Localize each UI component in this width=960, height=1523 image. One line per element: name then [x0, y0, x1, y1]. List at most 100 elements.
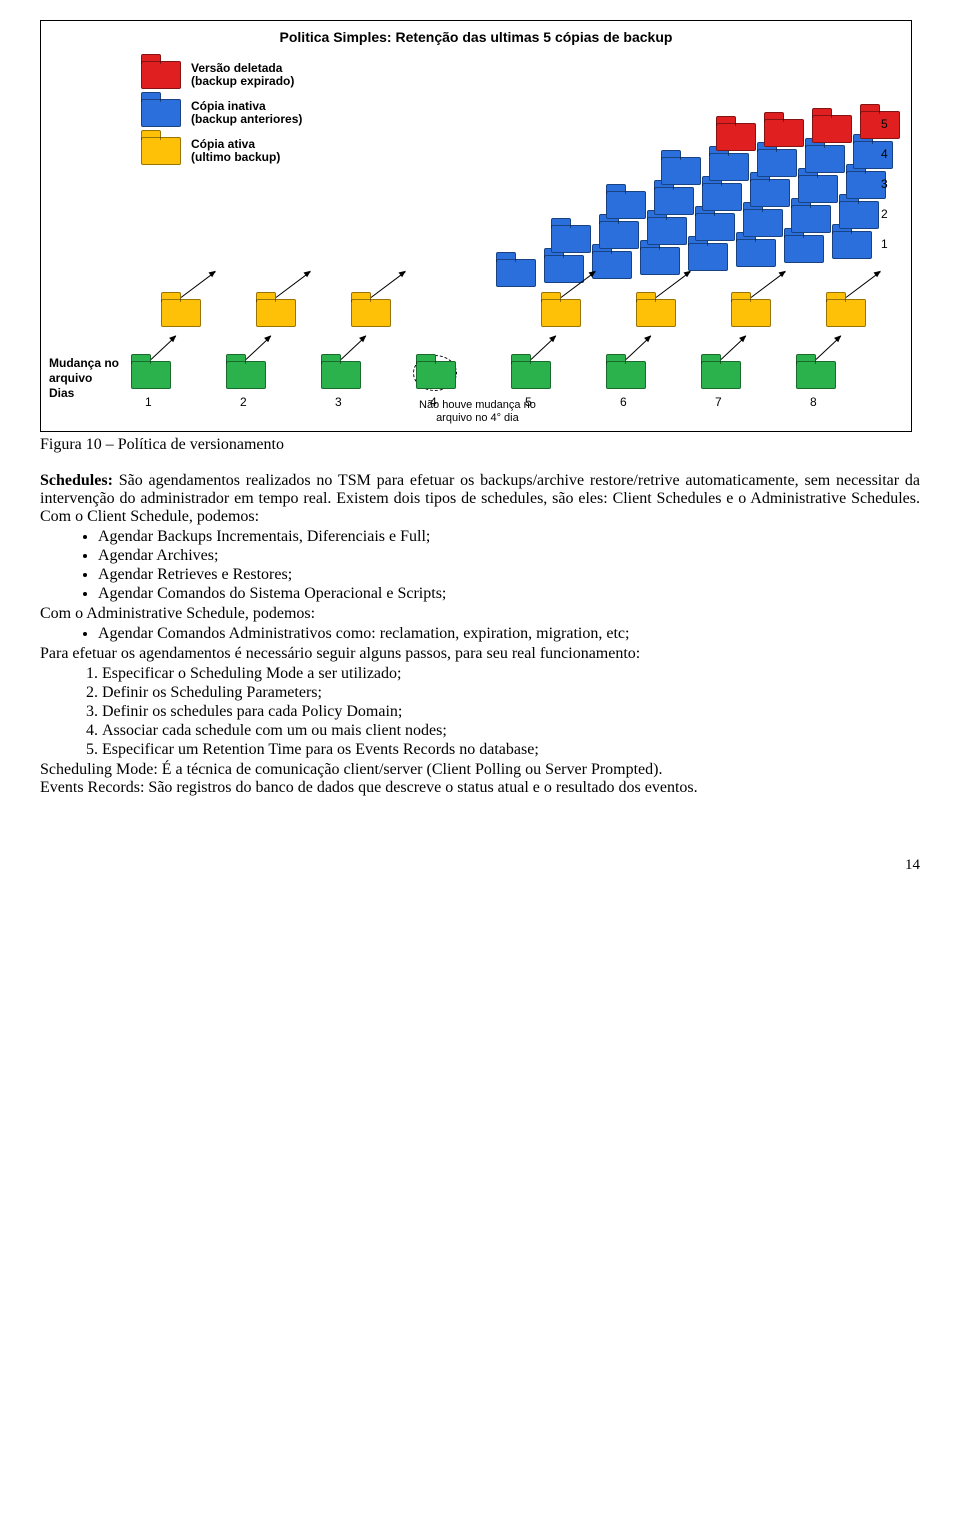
events-records-paragraph: Events Records: São registros do banco d…: [40, 779, 920, 797]
blue-folder: [647, 217, 687, 245]
green-folder: [701, 361, 741, 389]
day-number: 5: [525, 395, 532, 409]
blue-folder: [743, 209, 783, 237]
legend-blue-l1: Cópia inativa: [191, 99, 266, 113]
list-item: Agendar Backups Incrementais, Diferencia…: [98, 528, 920, 546]
blue-folder: [846, 171, 886, 199]
blue-folder: [798, 175, 838, 203]
list-item: Especificar o Scheduling Mode a ser util…: [102, 665, 920, 683]
day-number: 8: [810, 395, 817, 409]
green-folder: [226, 361, 266, 389]
arrow: [816, 336, 842, 360]
day-number: 2: [240, 395, 247, 409]
day-number: 7: [715, 395, 722, 409]
arrow: [531, 336, 557, 360]
green-folder: [796, 361, 836, 389]
green-folder: [416, 361, 456, 389]
blue-folder: [839, 201, 879, 229]
blue-folder: [709, 153, 749, 181]
blue-folder: [551, 225, 591, 253]
day-number: 1: [145, 395, 152, 409]
day-number: 4: [430, 395, 437, 409]
red-folder: [716, 123, 756, 151]
blue-folder: [757, 149, 797, 177]
arrow: [276, 271, 311, 298]
blue-folder: [695, 213, 735, 241]
diagram-title: Politica Simples: Retenção das ultimas 5…: [41, 29, 911, 45]
legend-folder-yellow: [141, 137, 181, 165]
legend-yellow-l1: Cópia ativa: [191, 137, 255, 151]
green-folder: [606, 361, 646, 389]
row-number: 3: [881, 177, 888, 191]
yellow-folder: [256, 299, 296, 327]
green-folder: [321, 361, 361, 389]
figure-caption: Figura 10 – Política de versionamento: [40, 436, 920, 454]
blue-folder: [592, 251, 632, 279]
list-item: Definir os Scheduling Parameters;: [102, 684, 920, 702]
blue-folder: [805, 145, 845, 173]
blue-folder: [654, 187, 694, 215]
arrow: [371, 271, 406, 298]
list-item: Agendar Comandos do Sistema Operacional …: [98, 585, 920, 603]
arrow: [341, 336, 367, 360]
arrow: [751, 271, 786, 298]
list-item: Agendar Comandos Administrativos como: r…: [98, 625, 920, 643]
row-number: 5: [881, 117, 888, 131]
blue-folder: [736, 239, 776, 267]
arrow: [846, 271, 881, 298]
blue-folder: [661, 157, 701, 185]
day-number: 3: [335, 395, 342, 409]
legend-folder-red: [141, 61, 181, 89]
yellow-folder: [541, 299, 581, 327]
page-number: 14: [40, 857, 920, 874]
arrow: [181, 271, 216, 298]
blue-folder: [640, 247, 680, 275]
yellow-folder: [636, 299, 676, 327]
blue-folder: [791, 205, 831, 233]
backup-policy-diagram: Politica Simples: Retenção das ultimas 5…: [40, 20, 912, 432]
scheduling-mode-paragraph: Scheduling Mode: É a técnica de comunica…: [40, 761, 920, 779]
arrow: [721, 336, 747, 360]
scheduling-steps: Especificar o Scheduling Mode a ser util…: [40, 665, 920, 759]
list-item: Agendar Retrieves e Restores;: [98, 566, 920, 584]
day-number: 6: [620, 395, 627, 409]
arrow: [656, 271, 691, 298]
list-item: Associar cada schedule com um ou mais cl…: [102, 722, 920, 740]
blue-folder: [784, 235, 824, 263]
blue-folder: [832, 231, 872, 259]
list-item: Definir os schedules para cada Policy Do…: [102, 703, 920, 721]
yellow-folder: [731, 299, 771, 327]
blue-folder: [688, 243, 728, 271]
client-schedule-list: Agendar Backups Incrementais, Diferencia…: [40, 528, 920, 603]
red-folder: [764, 119, 804, 147]
blue-folder: [544, 255, 584, 283]
row-number: 1: [881, 237, 888, 251]
blue-folder: [496, 259, 536, 287]
yellow-folder: [826, 299, 866, 327]
arrow: [151, 336, 177, 360]
admin-schedule-list: Agendar Comandos Administrativos como: r…: [40, 625, 920, 643]
arrow: [246, 336, 272, 360]
blue-folder: [599, 221, 639, 249]
list-item: Agendar Archives;: [98, 547, 920, 565]
legend-blue-l2: (backup anteriores): [191, 112, 302, 126]
diagram-legend: Versão deletada(backup expirado) Cópia i…: [141, 61, 302, 175]
yellow-folder: [161, 299, 201, 327]
steps-intro: Para efetuar os agendamentos é necessári…: [40, 645, 920, 663]
green-folder: [131, 361, 171, 389]
list-item: Especificar um Retention Time para os Ev…: [102, 741, 920, 759]
blue-folder: [606, 191, 646, 219]
blue-folder: [750, 179, 790, 207]
legend-red-l1: Versão deletada: [191, 61, 282, 75]
admin-schedule-intro: Com o Administrative Schedule, podemos:: [40, 605, 920, 623]
axis-labels: Mudança no arquivo Dias: [49, 356, 119, 401]
yellow-folder: [351, 299, 391, 327]
legend-yellow-l2: (ultimo backup): [191, 150, 280, 164]
red-folder: [860, 111, 900, 139]
legend-red-l2: (backup expirado): [191, 74, 294, 88]
row-number: 4: [881, 147, 888, 161]
schedules-paragraph: Schedules: São agendamentos realizados n…: [40, 472, 920, 526]
green-folder: [511, 361, 551, 389]
legend-folder-blue: [141, 99, 181, 127]
row-number: 2: [881, 207, 888, 221]
